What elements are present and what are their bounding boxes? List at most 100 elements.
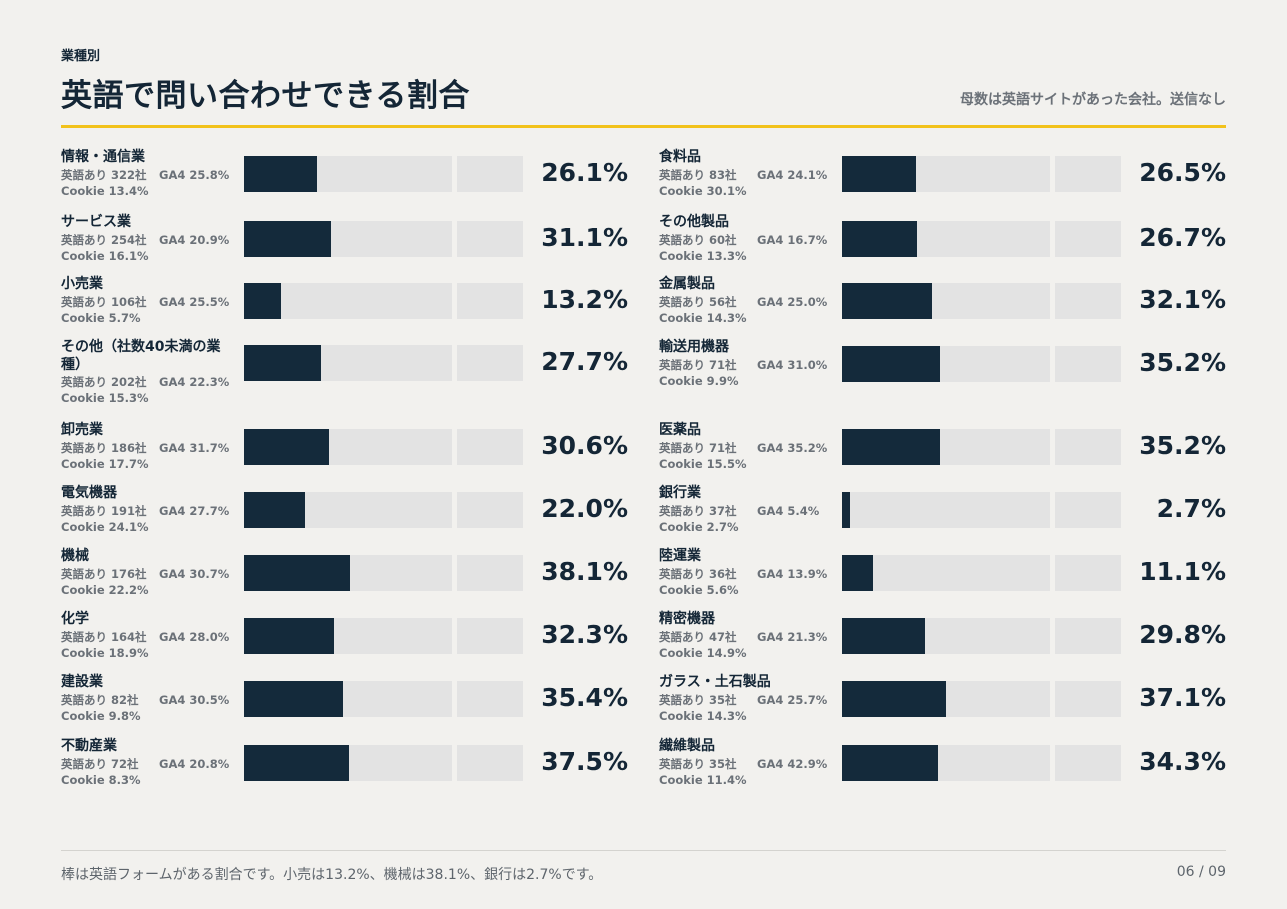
percent-label: 29.8% [1139,620,1226,649]
ga4-rate: GA4 25.7% [757,693,828,707]
site-count: 英語あり 254社 [61,233,147,247]
bar-track-segment [1055,492,1121,528]
percent-label: 37.5% [541,747,628,776]
bar [842,745,938,781]
ga4-rate: GA4 22.3% [159,375,230,389]
percent-label: 26.7% [1139,223,1226,252]
site-count: 英語あり 106社 [61,295,147,309]
industry-row: 小売業英語あり 106社 GA4 25.5% Cookie 5.7% 13.2% [61,275,631,331]
ga4-rate: GA4 30.7% [159,567,230,581]
percent-label: 32.3% [541,620,628,649]
percent-label: 35.4% [541,683,628,712]
bar [244,492,306,528]
industry-meta: 英語あり 106社 GA4 25.5% Cookie 5.7% [61,294,241,326]
bar-track [842,429,1121,465]
bar-track-segment [457,156,523,192]
bar-track [244,555,523,591]
industry-row: その他（社数40未満の業種） 英語あり 202社 GA4 22.3% Cookie 1… [61,338,631,405]
industry-name: 精密機器 [659,611,715,627]
ga4-rate: GA4 13.9% [757,567,828,581]
ga4-rate: GA4 25.8% [159,168,230,182]
industry-meta: 英語あり 191社 GA4 27.7% Cookie 24.1% [61,503,241,535]
industry-meta: 英語あり 176社 GA4 30.7% Cookie 22.2% [61,566,241,598]
industry-meta: 英語あり 83社 GA4 24.1% Cookie 30.1% [659,167,839,199]
footer-divider [61,850,1226,851]
bar-track-segment [1055,618,1121,654]
industry-name: 情報・通信業 [61,149,145,165]
percent-label: 26.1% [541,158,628,187]
page-title: 英語で問い合わせできる割合 [61,78,470,114]
ga4-rate: GA4 35.2% [757,441,828,455]
industry-name: 不動産業 [61,738,117,754]
bar-track [842,555,1121,591]
ga4-rate: GA4 16.7% [757,233,828,247]
industry-meta: 英語あり 35社 GA4 25.7% Cookie 14.3% [659,692,839,724]
industry-meta: 英語あり 202社 GA4 22.3% Cookie 15.3% [61,374,241,406]
bar [842,681,946,717]
industry-name: 繊維製品 [659,738,715,754]
industry-meta: 英語あり 322社 GA4 25.8% Cookie 13.4% [61,167,241,199]
site-count: 英語あり 56社 [659,295,737,309]
site-count: 英語あり 191社 [61,504,147,518]
ga4-rate: GA4 21.3% [757,630,828,644]
industry-name: 機械 [61,548,89,564]
industry-name: 食料品 [659,149,701,165]
bar-track [244,429,523,465]
bar [842,555,873,591]
industry-row: その他製品英語あり 60社 GA4 16.7% Cookie 13.3% 26.7% [659,213,1229,269]
site-count: 英語あり 72社 [61,757,139,771]
industry-meta: 英語あり 60社 GA4 16.7% Cookie 13.3% [659,232,839,264]
cookie-rate: Cookie 9.8% [61,709,141,723]
bar [842,221,917,257]
industry-name: その他製品 [659,214,729,230]
bar [842,492,850,528]
title-accent-rule [61,125,1226,128]
bar [244,745,349,781]
industry-name: 小売業 [61,276,103,292]
cookie-rate: Cookie 24.1% [61,520,149,534]
ga4-rate: GA4 30.5% [159,693,230,707]
ga4-rate: GA4 24.1% [757,168,828,182]
percent-label: 31.1% [541,223,628,252]
bar-track-segment [1055,681,1121,717]
percent-label: 22.0% [541,494,628,523]
bar [842,346,941,382]
bar-track-segment [457,681,523,717]
industry-name: 金属製品 [659,276,715,292]
bar-track [244,745,523,781]
industry-name: 銀行業 [659,485,701,501]
industry-meta: 英語あり 35社 GA4 42.9% Cookie 11.4% [659,756,839,788]
bar [244,681,343,717]
industry-meta: 英語あり 186社 GA4 31.7% Cookie 17.7% [61,440,241,472]
industry-name: ガラス・土石製品 [659,674,771,690]
bar-track [842,346,1121,382]
bar-track [244,618,523,654]
bar-track [244,283,523,319]
bar-track [842,492,1121,528]
industry-name: 陸運業 [659,548,701,564]
cookie-rate: Cookie 5.7% [61,311,141,325]
percent-label: 13.2% [541,285,628,314]
bar-track-segment [457,492,523,528]
industry-name: 建設業 [61,674,103,690]
cookie-rate: Cookie 2.7% [659,520,739,534]
industry-meta: 英語あり 47社 GA4 21.3% Cookie 14.9% [659,629,839,661]
industry-row: 陸運業 英語あり 36社 GA4 13.9% Cookie 5.6% 11.1% [659,547,1229,603]
bar-track-segment [457,429,523,465]
ga4-rate: GA4 27.7% [159,504,230,518]
bar-track [244,345,523,381]
percent-label: 35.2% [1139,431,1226,460]
bar-track [842,156,1121,192]
industry-row: 電気機器 英語あり 191社 GA4 27.7% Cookie 24.1% 22.0% [61,484,631,540]
footer-caption: 棒は英語フォームがある割合です。小売は13.2%、機械は38.1%、銀行は2.7… [61,867,603,883]
bar-track [842,283,1121,319]
bar [244,221,331,257]
industry-row: 食料品 英語あり 83社 GA4 24.1% Cookie 30.1% 26.5% [659,148,1229,204]
industry-row: 金属製品 英語あり 56社 GA4 25.0% Cookie 14.3% 32.1% [659,275,1229,331]
industry-row: 精密機器英語あり 47社 GA4 21.3% Cookie 14.9% 29.8% [659,610,1229,666]
industry-meta: 英語あり 36社 GA4 13.9% Cookie 5.6% [659,566,839,598]
ga4-rate: GA4 42.9% [757,757,828,771]
industry-row: 機械 英語あり 176社 GA4 30.7% Cookie 22.2% 38.1% [61,547,631,603]
ga4-rate: GA4 31.0% [757,358,828,372]
bar-track [244,221,523,257]
